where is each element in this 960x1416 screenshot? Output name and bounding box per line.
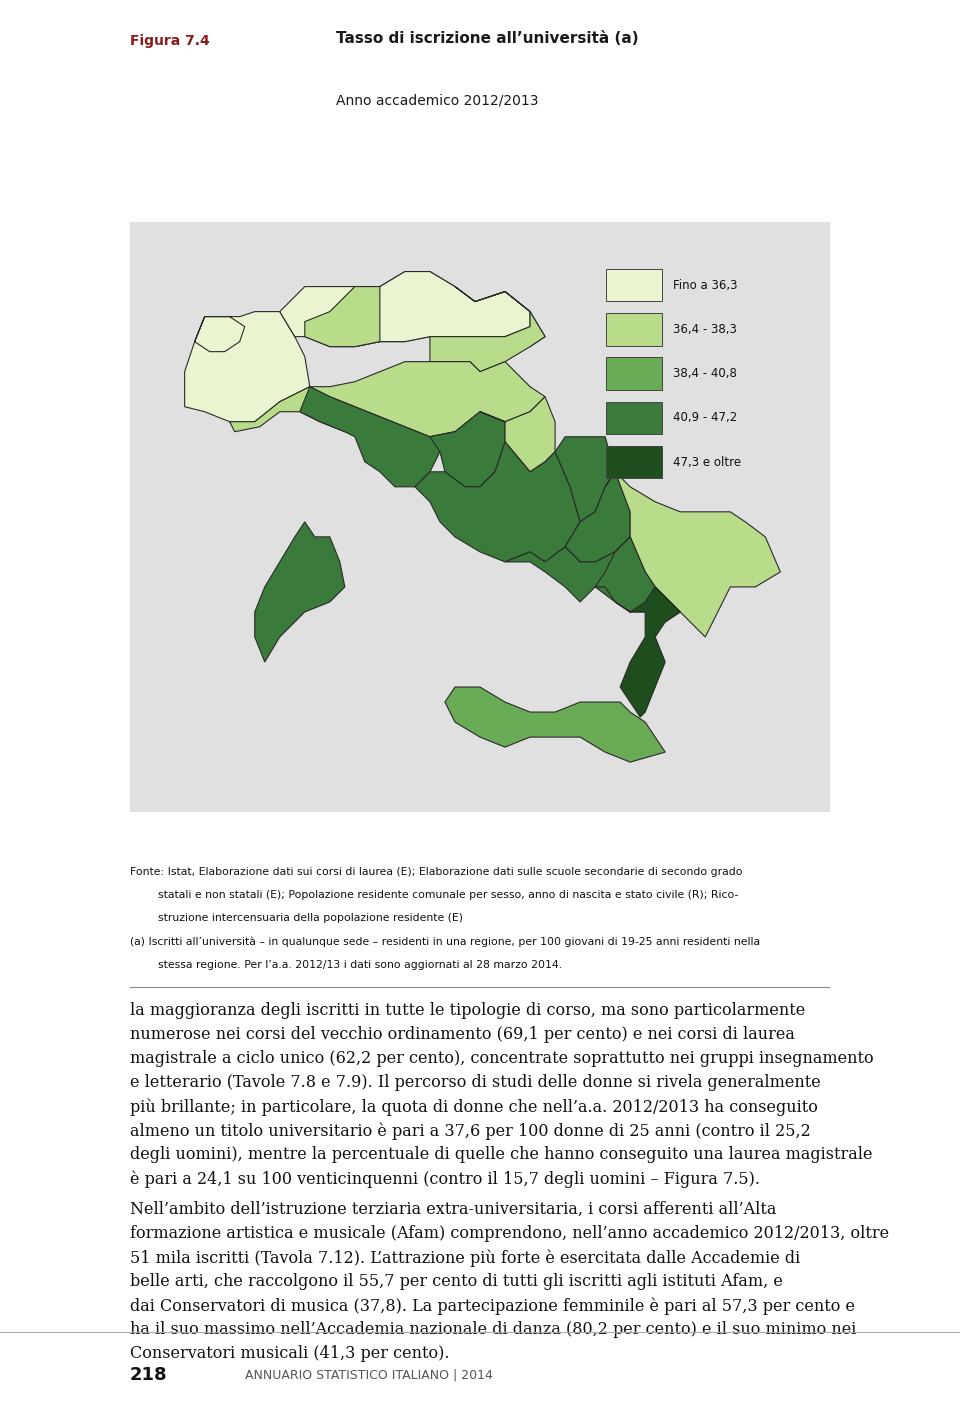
Polygon shape (254, 523, 345, 663)
Polygon shape (195, 317, 245, 351)
Bar (606, 357, 662, 389)
Text: ha il suo massimo nell’Accademia nazionale di danza (80,2 per cento) e il suo mi: ha il suo massimo nell’Accademia naziona… (130, 1321, 856, 1338)
Text: ANNUARIO STATISTICO ITALIANO | 2014: ANNUARIO STATISTICO ITALIANO | 2014 (245, 1368, 492, 1382)
Text: 36,4 - 38,3: 36,4 - 38,3 (673, 323, 736, 336)
Polygon shape (355, 272, 530, 347)
Polygon shape (415, 442, 580, 562)
Polygon shape (615, 586, 681, 716)
Text: Tasso di iscrizione all’università (a): Tasso di iscrizione all’università (a) (336, 31, 638, 45)
Text: e letterario (Tavole 7.8 e 7.9). Il percorso di studi delle donne si rivela gene: e letterario (Tavole 7.8 e 7.9). Il perc… (130, 1075, 821, 1092)
Bar (606, 402, 662, 435)
Polygon shape (480, 396, 555, 472)
Text: magistrale a ciclo unico (62,2 per cento), concentrate soprattutto nei gruppi in: magistrale a ciclo unico (62,2 per cento… (130, 1051, 874, 1068)
Text: 218: 218 (130, 1366, 167, 1383)
Text: la maggioranza degli iscritti in tutte le tipologie di corso, ma sono particolar: la maggioranza degli iscritti in tutte l… (130, 1003, 804, 1020)
Text: belle arti, che raccolgono il 55,7 per cento di tutti gli iscritti agli istituti: belle arti, che raccolgono il 55,7 per c… (130, 1273, 782, 1290)
Polygon shape (310, 361, 545, 436)
Bar (606, 313, 662, 346)
Polygon shape (300, 387, 455, 487)
Polygon shape (595, 537, 681, 622)
Text: Figura 7.4: Figura 7.4 (130, 34, 209, 48)
Text: formazione artistica e musicale (Afam) comprendono, nell’anno accademico 2012/20: formazione artistica e musicale (Afam) c… (130, 1225, 889, 1242)
Bar (606, 269, 662, 302)
Text: più brillante; in particolare, la quota di donne che nell’a.a. 2012/2013 ha cons: più brillante; in particolare, la quota … (130, 1099, 818, 1116)
Polygon shape (430, 286, 545, 371)
Text: 51 mila iscritti (Tavola 7.12). L’attrazione più forte è esercitata dalle Accade: 51 mila iscritti (Tavola 7.12). L’attraz… (130, 1249, 800, 1267)
Polygon shape (555, 436, 615, 523)
Text: stessa regione. Per l’a.a. 2012/13 i dati sono aggiornati al 28 marzo 2014.: stessa regione. Per l’a.a. 2012/13 i dat… (130, 960, 562, 970)
Text: Anno accademico 2012/2013: Anno accademico 2012/2013 (336, 93, 539, 108)
Polygon shape (279, 272, 545, 347)
Text: 40,9 - 47,2: 40,9 - 47,2 (673, 412, 737, 425)
Bar (606, 446, 662, 479)
Polygon shape (184, 312, 310, 422)
Text: 47,3 e oltre: 47,3 e oltre (673, 456, 741, 469)
Polygon shape (605, 472, 780, 637)
Polygon shape (229, 387, 380, 432)
Polygon shape (445, 687, 665, 762)
Text: dai Conservatori di musica (37,8). La partecipazione femminile è pari al 57,3 pe: dai Conservatori di musica (37,8). La pa… (130, 1297, 854, 1314)
Polygon shape (430, 412, 505, 487)
Text: Nell’ambito dell’istruzione terziaria extra-universitaria, i corsi afferenti all: Nell’ambito dell’istruzione terziaria ex… (130, 1201, 776, 1218)
Text: almeno un titolo universitario è pari a 37,6 per 100 donne di 25 anni (contro il: almeno un titolo universitario è pari a … (130, 1121, 810, 1140)
Polygon shape (505, 537, 655, 612)
Text: numerose nei corsi del vecchio ordinamento (69,1 per cento) e nei corsi di laure: numerose nei corsi del vecchio ordinamen… (130, 1027, 795, 1044)
Text: Conservatori musicali (41,3 per cento).: Conservatori musicali (41,3 per cento). (130, 1345, 449, 1362)
Text: degli uomini), mentre la percentuale di quelle che hanno conseguito una laurea m: degli uomini), mentre la percentuale di … (130, 1146, 872, 1163)
Text: 38,4 - 40,8: 38,4 - 40,8 (673, 367, 736, 379)
Text: Fino a 36,3: Fino a 36,3 (673, 279, 737, 292)
Polygon shape (304, 286, 380, 347)
Text: (a) Iscritti all’università – in qualunque sede – residenti in una regione, per : (a) Iscritti all’università – in qualunq… (130, 936, 759, 947)
Text: struzione intercensuaria della popolazione residente (E): struzione intercensuaria della popolazio… (130, 913, 463, 923)
Polygon shape (565, 472, 630, 562)
Text: statali e non statali (E); Popolazione residente comunale per sesso, anno di nas: statali e non statali (E); Popolazione r… (130, 891, 738, 901)
Text: Fonte: Istat, Elaborazione dati sui corsi di laurea (E); Elaborazione dati sulle: Fonte: Istat, Elaborazione dati sui cors… (130, 867, 742, 877)
Text: è pari a 24,1 su 100 venticinquenni (contro il 15,7 degli uomini – Figura 7.5).: è pari a 24,1 su 100 venticinquenni (con… (130, 1170, 759, 1188)
